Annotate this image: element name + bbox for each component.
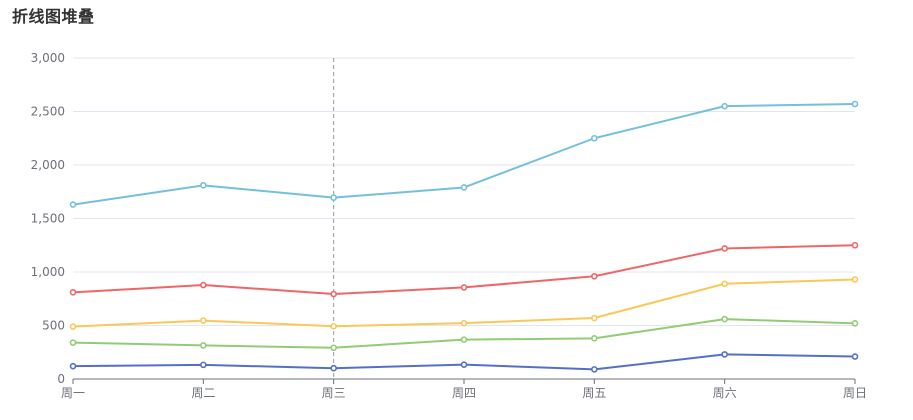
data-point[interactable] — [330, 322, 337, 330]
data-point[interactable] — [721, 351, 728, 358]
data-point[interactable] — [330, 344, 337, 352]
data-point[interactable] — [721, 280, 728, 288]
y-tick-label: 1,500 — [31, 212, 65, 226]
x-tick-label: 周二 — [191, 386, 215, 400]
data-point[interactable] — [69, 289, 77, 296]
x-tick-label: 周六 — [713, 386, 737, 400]
x-tick-label: 周三 — [322, 386, 346, 400]
data-point[interactable] — [330, 194, 337, 201]
data-point[interactable] — [460, 336, 468, 343]
y-tick-label: 3,000 — [31, 51, 65, 65]
chart-title: 折线图堆叠 — [12, 7, 95, 26]
data-point[interactable] — [851, 100, 859, 108]
y-tick-label: 2,000 — [31, 158, 65, 172]
data-point[interactable] — [69, 201, 77, 208]
data-point[interactable] — [69, 339, 77, 346]
y-tick-label: 0 — [57, 372, 65, 386]
data-point[interactable] — [200, 361, 207, 369]
y-tick-label: 2,500 — [31, 105, 65, 119]
data-point[interactable] — [591, 134, 598, 142]
y-tick-label: 500 — [42, 319, 65, 333]
data-point[interactable] — [69, 362, 77, 370]
data-point[interactable] — [200, 182, 207, 189]
data-point[interactable] — [460, 319, 468, 327]
y-tick-label: 1,000 — [31, 265, 65, 279]
data-point[interactable] — [591, 366, 598, 373]
x-tick-label: 周一 — [61, 386, 85, 400]
data-point[interactable] — [851, 320, 859, 327]
data-point[interactable] — [200, 281, 207, 289]
data-point[interactable] — [721, 245, 728, 252]
data-point[interactable] — [460, 361, 468, 368]
data-point[interactable] — [330, 364, 337, 372]
x-tick-label: 周四 — [452, 386, 476, 400]
data-point[interactable] — [851, 276, 859, 283]
data-point[interactable] — [591, 272, 598, 280]
data-point[interactable] — [851, 353, 859, 360]
data-point[interactable] — [69, 323, 77, 330]
x-tick-label: 周日 — [843, 386, 867, 400]
data-point[interactable] — [460, 284, 468, 291]
data-point[interactable] — [721, 315, 728, 323]
data-point[interactable] — [721, 102, 728, 110]
data-point[interactable] — [591, 314, 598, 322]
data-point[interactable] — [200, 342, 207, 349]
data-point[interactable] — [330, 290, 337, 298]
x-tick-label: 周五 — [582, 386, 606, 400]
data-point[interactable] — [851, 241, 859, 249]
data-point[interactable] — [200, 317, 207, 324]
data-point[interactable] — [460, 184, 468, 191]
data-point[interactable] — [591, 335, 598, 342]
